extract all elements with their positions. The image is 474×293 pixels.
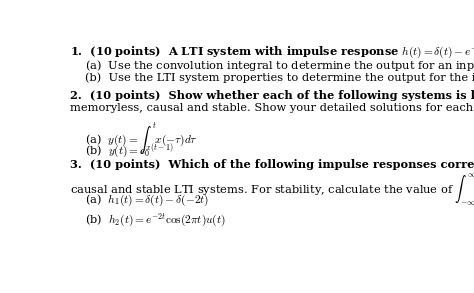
- Text: 1.  (10 points)  A LTI system with impulse response $h(t) = \delta(t) - e^{-t}u(: 1. (10 points) A LTI system with impulse…: [70, 43, 474, 61]
- Text: (a)  $h_1(t) = \delta(t) - \delta(-2t)$: (a) $h_1(t) = \delta(t) - \delta(-2t)$: [85, 193, 209, 208]
- Text: 2.  (10 points)  Show whether each of the following systems is linear, time inva: 2. (10 points) Show whether each of the …: [70, 91, 474, 101]
- Text: (b)  $h_2(t) = e^{-2t}\cos(2\pi t)u(t)$: (b) $h_2(t) = e^{-2t}\cos(2\pi t)u(t)$: [85, 212, 226, 229]
- Text: (b)  $y(t) = e^{x(t-1)}$: (b) $y(t) = e^{x(t-1)}$: [85, 141, 173, 160]
- Text: (a)  $y(t) = \int_0^{t} x(-\tau)d\tau$: (a) $y(t) = \int_0^{t} x(-\tau)d\tau$: [85, 121, 198, 161]
- Text: (b)  Use the LTI system properties to determine the output for the input in part: (b) Use the LTI system properties to det…: [85, 72, 474, 83]
- Text: memoryless, causal and stable. Show your detailed solutions for each property.: memoryless, causal and stable. Show your…: [70, 103, 474, 113]
- Text: (a)  Use the convolution integral to determine the output for an input of $u(t-1: (a) Use the convolution integral to dete…: [85, 59, 474, 74]
- Text: causal and stable LTI systems. For stability, calculate the value of $\int_{-\in: causal and stable LTI systems. For stabi…: [70, 172, 474, 208]
- Text: 3.  (10 points)  Which of the following impulse responses correspond(s) to memor: 3. (10 points) Which of the following im…: [70, 159, 474, 170]
